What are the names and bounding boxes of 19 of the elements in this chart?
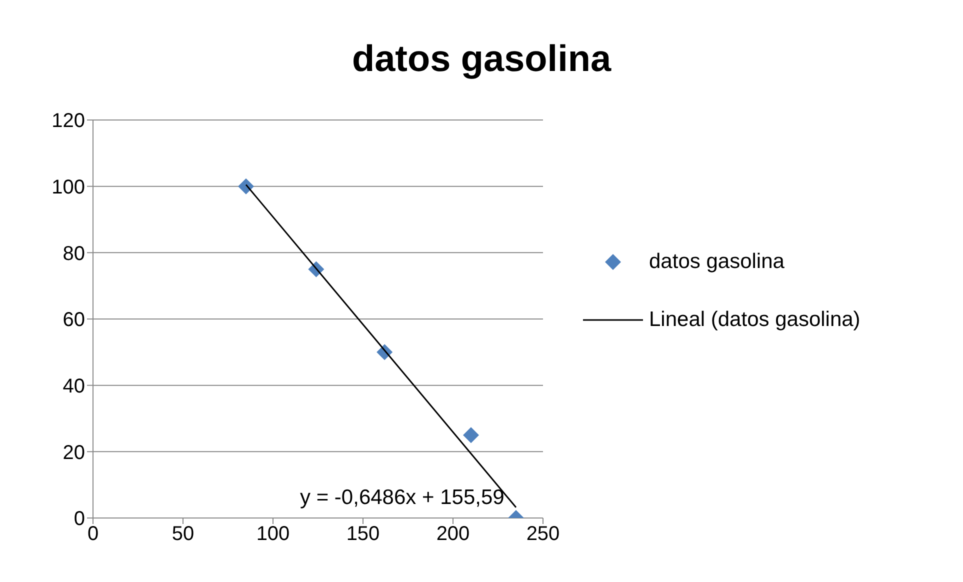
y-tick-label: 40	[62, 375, 85, 398]
x-tick-label: 50	[172, 523, 194, 546]
legend-label: datos gasolina	[649, 250, 784, 274]
y-tick-label: 100	[52, 176, 85, 198]
x-tick-label: 150	[346, 523, 380, 546]
y-tick-label: 80	[62, 242, 85, 265]
y-tick-label: 0	[74, 508, 85, 530]
y-tick-label: 20	[62, 442, 85, 464]
x-tick-label: 0	[87, 523, 99, 546]
annotation: y = -0,6486x + 155,59	[300, 486, 504, 510]
point	[238, 178, 254, 194]
x-tick-label: 100	[256, 523, 290, 546]
x-tick-label: 250	[526, 523, 560, 546]
point	[463, 427, 479, 444]
chart-title: datos gasolina	[350, 38, 612, 80]
x-tick-label: 200	[436, 523, 470, 546]
legend-label: Lineal (datos gasolina)	[649, 308, 860, 332]
y-tick-label: 120	[52, 110, 85, 132]
y-tick-label: 60	[62, 309, 85, 332]
